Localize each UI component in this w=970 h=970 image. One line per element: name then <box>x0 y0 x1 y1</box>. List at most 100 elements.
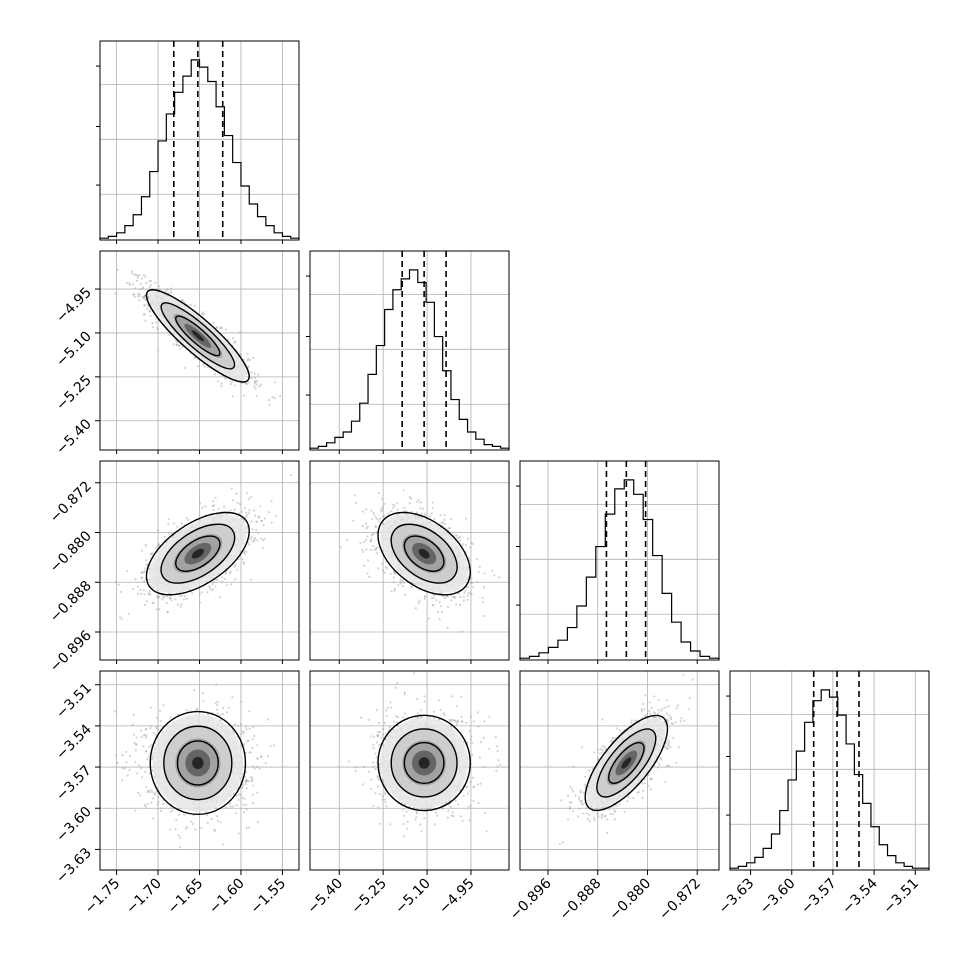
sample-point <box>158 285 161 288</box>
sample-point <box>458 603 462 607</box>
scatter-panel-0-3 <box>99 670 300 871</box>
sample-point <box>229 383 232 386</box>
sample-point <box>176 525 179 528</box>
sample-point <box>143 313 146 316</box>
sample-point <box>257 531 260 534</box>
sample-point <box>383 514 386 518</box>
sample-point <box>420 512 423 515</box>
sample-point <box>246 359 249 362</box>
sample-point <box>248 543 251 546</box>
sample-point <box>469 592 473 595</box>
sample-point <box>140 592 143 595</box>
sample-point <box>364 522 368 525</box>
sample-point <box>143 803 146 807</box>
sample-point <box>353 494 356 497</box>
sample-point <box>363 540 366 544</box>
sample-point <box>270 521 273 524</box>
sample-point <box>200 591 203 594</box>
panel-frame <box>519 460 720 661</box>
sample-point <box>373 514 376 517</box>
sample-point <box>372 544 375 547</box>
sample-point <box>396 502 399 505</box>
sample-point <box>142 274 145 277</box>
sample-point <box>481 596 484 600</box>
sample-point <box>172 343 175 346</box>
sample-point <box>251 726 255 729</box>
sample-point <box>483 572 486 575</box>
sample-point <box>167 532 170 535</box>
sample-point <box>267 511 271 514</box>
sample-point <box>417 498 420 502</box>
sample-point <box>247 512 251 515</box>
sample-point <box>230 583 233 586</box>
sample-point <box>157 543 160 546</box>
sample-point <box>199 502 202 505</box>
sample-point <box>180 594 183 597</box>
sample-point <box>136 276 139 279</box>
sample-point <box>446 605 450 609</box>
sample-point <box>178 594 181 597</box>
histogram-step <box>729 689 930 870</box>
sample-point <box>220 580 223 584</box>
sample-point <box>148 593 151 597</box>
sample-point <box>240 700 243 703</box>
sample-point <box>206 821 209 824</box>
sample-point <box>233 508 236 511</box>
sample-point <box>155 608 158 611</box>
sample-point <box>244 515 247 519</box>
sample-point <box>165 289 168 292</box>
sample-point <box>223 505 226 509</box>
sample-point <box>150 706 153 709</box>
sample-point <box>144 603 147 607</box>
sample-point <box>399 582 402 585</box>
sample-point <box>247 357 250 360</box>
sample-point <box>430 512 433 515</box>
sample-point <box>252 356 255 359</box>
sample-point <box>253 382 256 385</box>
sample-point <box>240 510 243 513</box>
sample-point <box>128 282 131 285</box>
sample-point <box>374 525 377 528</box>
sample-point <box>231 337 235 340</box>
sample-point <box>446 626 449 629</box>
sample-point <box>450 599 453 602</box>
sample-point <box>139 282 142 286</box>
sample-point <box>256 821 259 824</box>
sample-point <box>455 534 458 537</box>
sample-point <box>432 596 435 599</box>
sample-point <box>245 826 248 830</box>
sample-point <box>250 535 253 539</box>
sample-point <box>471 586 475 589</box>
sample-point <box>144 319 147 322</box>
sample-point <box>142 297 145 300</box>
sample-point <box>212 504 216 507</box>
sample-point <box>383 502 386 505</box>
sample-point <box>470 541 473 544</box>
sample-point <box>247 381 250 384</box>
sample-point <box>419 507 422 510</box>
sample-point <box>145 600 148 603</box>
sample-point <box>462 599 465 602</box>
sample-point <box>381 509 384 512</box>
sample-point <box>170 287 173 290</box>
sample-point <box>183 595 186 598</box>
sample-point <box>137 593 140 596</box>
sample-point <box>376 546 379 549</box>
sample-point <box>466 598 469 601</box>
sample-point <box>146 758 149 761</box>
sample-point <box>149 314 152 317</box>
sample-point <box>443 518 446 522</box>
sample-point <box>255 520 258 523</box>
sample-point <box>169 290 172 293</box>
panel-bg <box>520 461 719 660</box>
sample-point <box>212 321 215 324</box>
sample-point <box>236 568 239 571</box>
sample-point <box>491 569 494 572</box>
sample-point <box>244 511 247 514</box>
sample-point <box>143 295 146 298</box>
sample-point <box>155 547 158 550</box>
sample-point <box>135 273 138 276</box>
sample-point <box>224 572 228 575</box>
sample-point <box>237 832 240 835</box>
sample-point <box>165 595 168 598</box>
